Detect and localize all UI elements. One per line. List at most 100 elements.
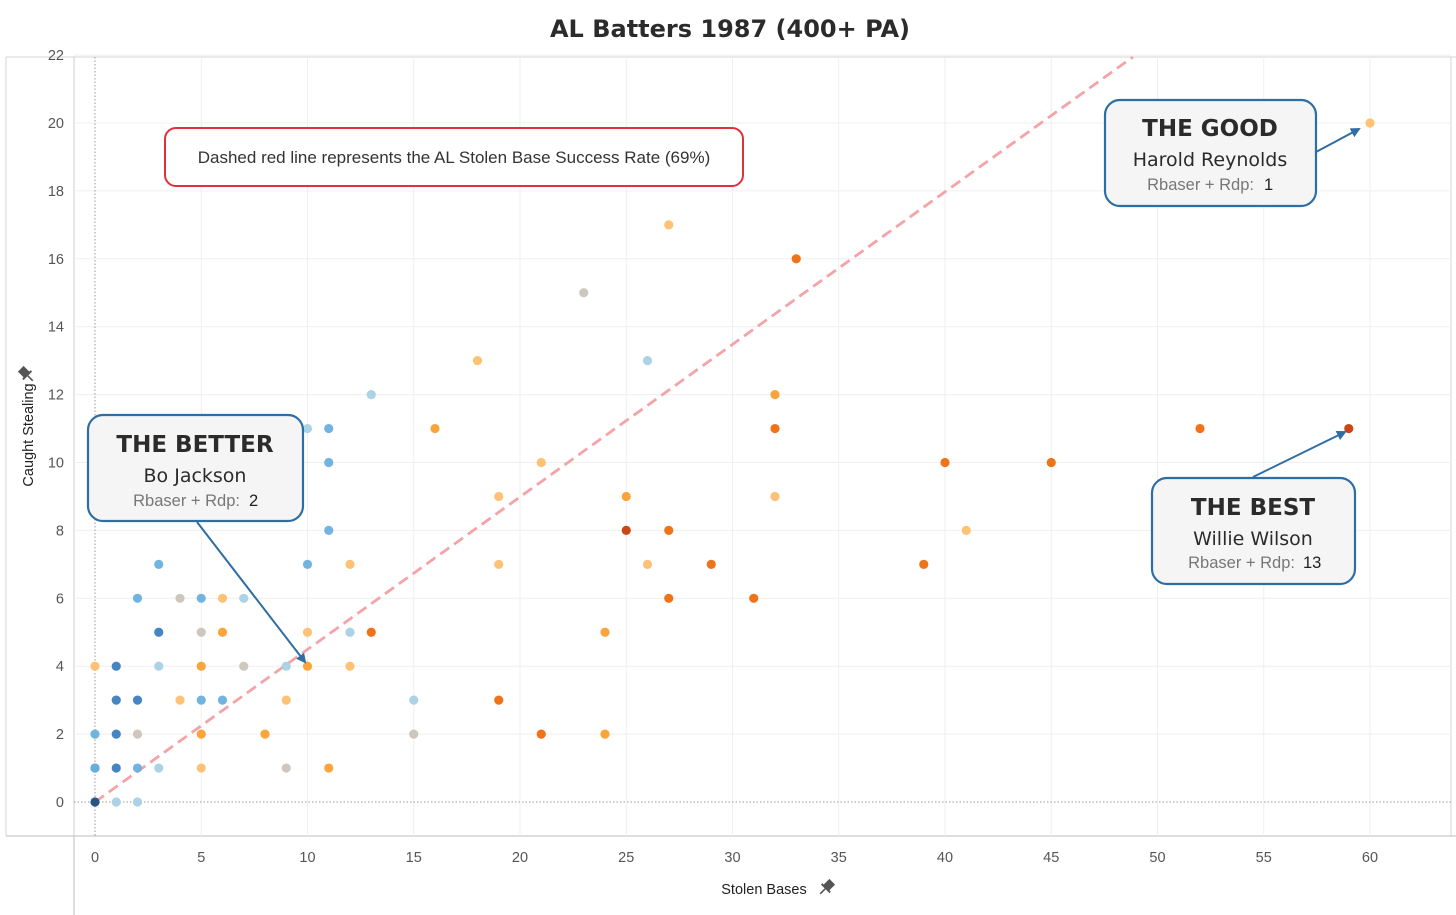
y-tick-label: 20 <box>48 116 64 132</box>
callout-heading: THE BEST <box>1191 495 1315 521</box>
data-point <box>409 729 419 739</box>
data-point <box>302 627 313 637</box>
data-point <box>621 491 631 502</box>
good-arrow <box>1315 128 1361 153</box>
callout-heading: THE BETTER <box>116 432 274 458</box>
data-point <box>494 695 504 705</box>
data-point <box>1046 457 1056 468</box>
data-point <box>302 661 313 671</box>
callout-stat-value: 1 <box>1264 176 1273 194</box>
data-point <box>366 390 376 400</box>
data-point <box>132 797 143 807</box>
data-point <box>664 220 674 230</box>
success-rate-reference-line <box>94 55 1134 804</box>
data-point <box>324 763 334 773</box>
data-point <box>281 661 291 671</box>
data-point <box>196 729 206 739</box>
data-point <box>154 627 164 637</box>
data-point <box>409 695 419 705</box>
note-box: Dashed red line represents the AL Stolen… <box>164 127 744 187</box>
data-point <box>90 797 100 807</box>
x-tick-label: 25 <box>618 850 634 866</box>
data-point <box>132 763 143 773</box>
x-axis-pin-icon <box>819 878 836 895</box>
data-point <box>196 593 206 603</box>
y-tick-label: 2 <box>56 727 64 743</box>
y-tick-label: 8 <box>56 523 64 539</box>
data-point <box>1365 118 1375 128</box>
data-point <box>111 729 121 739</box>
data-point <box>770 491 780 502</box>
data-point <box>196 763 206 773</box>
x-tick-label: 20 <box>512 850 528 866</box>
data-point <box>345 559 355 569</box>
data-point <box>111 695 121 705</box>
data-point <box>111 797 121 807</box>
y-tick-label: 0 <box>56 795 64 811</box>
data-point <box>196 661 206 671</box>
y-axis-title-group: Caught Stealing <box>21 383 37 486</box>
x-tick-label: 45 <box>1043 850 1059 866</box>
data-point <box>217 593 228 603</box>
data-point <box>1195 423 1205 434</box>
data-point <box>536 729 546 739</box>
best-arrow <box>1252 431 1347 478</box>
data-point <box>536 457 546 468</box>
data-point <box>642 559 653 569</box>
callout-player-name: Harold Reynolds <box>1133 149 1288 171</box>
data-point <box>281 695 291 705</box>
x-tick-label: 5 <box>197 850 205 866</box>
data-point <box>111 661 121 671</box>
y-tick-label: 4 <box>56 659 64 675</box>
callout-the-best: THE BEST Willie Wilson Rbaser + Rdp: 13 <box>1150 476 1357 586</box>
data-point <box>302 559 313 569</box>
data-point <box>217 627 228 637</box>
callout-stat-value: 2 <box>249 492 258 510</box>
data-point <box>324 525 334 536</box>
callout-stat-label: Rbaser + Rdp: <box>1188 554 1295 572</box>
data-point <box>239 593 249 603</box>
x-tick-label: 10 <box>299 850 315 866</box>
callout-stat-label: Rbaser + Rdp: <box>1147 176 1254 194</box>
data-point <box>111 763 121 773</box>
y-axis-pin-icon <box>17 365 34 382</box>
y-tick-label: 22 <box>48 48 64 64</box>
data-point <box>749 593 759 603</box>
x-tick-label: 35 <box>831 850 847 866</box>
x-tick-label: 40 <box>937 850 953 866</box>
y-axis-ticks: 0 2 4 6 8 10 12 14 16 18 20 22 <box>48 48 64 811</box>
y-tick-label: 6 <box>56 591 64 607</box>
data-point <box>324 457 334 468</box>
x-axis-ticks: 0 5 10 15 20 25 30 35 40 45 50 55 60 <box>91 850 1378 866</box>
data-point <box>494 491 504 502</box>
data-point <box>664 525 674 536</box>
y-tick-label: 10 <box>48 456 64 472</box>
note-text: Dashed red line represents the AL Stolen… <box>198 148 711 167</box>
data-point <box>154 661 164 671</box>
data-point <box>791 254 801 264</box>
data-point <box>175 593 185 603</box>
y-tick-label: 14 <box>48 320 64 336</box>
data-point <box>239 661 249 671</box>
data-point <box>642 356 653 366</box>
data-point <box>770 390 780 400</box>
data-point <box>196 695 206 705</box>
data-point <box>494 559 504 569</box>
callout-the-good: THE GOOD Harold Reynolds Rbaser + Rdp: 1 <box>1103 98 1318 208</box>
data-point <box>175 695 185 705</box>
data-point <box>217 695 228 705</box>
data-point <box>1344 423 1354 434</box>
data-point <box>472 356 483 366</box>
callout-player-name: Willie Wilson <box>1193 528 1313 550</box>
data-point <box>154 763 164 773</box>
callout-stat-label: Rbaser + Rdp: <box>133 492 240 510</box>
data-point <box>302 423 313 434</box>
data-point <box>345 627 355 637</box>
better-arrow <box>196 521 307 664</box>
x-tick-label: 50 <box>1149 850 1165 866</box>
chart-title: AL Batters 1987 (400+ PA) <box>550 15 910 43</box>
data-point <box>664 593 674 603</box>
data-point <box>345 661 355 671</box>
x-tick-label: 0 <box>91 850 99 866</box>
data-point <box>579 288 589 298</box>
